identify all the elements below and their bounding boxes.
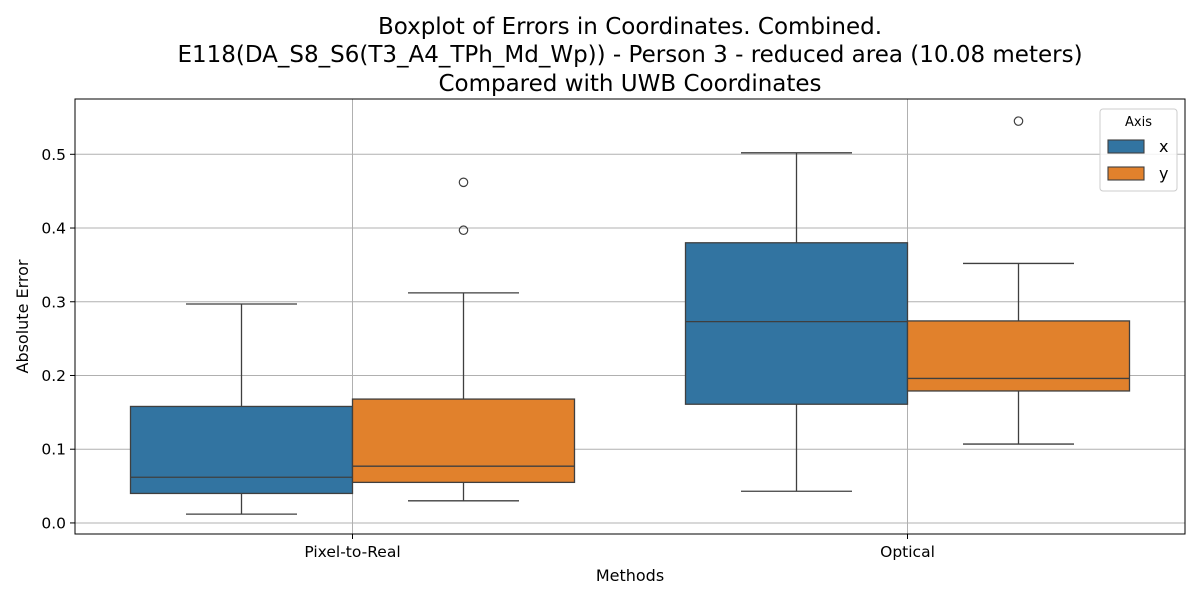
x-tick-label: Pixel-to-Real <box>304 543 400 561</box>
outlier-point <box>458 177 469 188</box>
legend-swatch-x <box>1107 139 1145 154</box>
x-axis: Pixel-to-Real Optical <box>304 534 935 561</box>
plot-frame <box>74 98 1186 535</box>
y-axis-label: Absolute Error <box>13 259 32 373</box>
legend-swatch-y <box>1107 166 1145 181</box>
box-iqr <box>351 398 576 484</box>
box-iqr <box>684 242 909 405</box>
box-x-optical <box>684 152 909 492</box>
x-axis-label: Methods <box>596 566 664 585</box>
legend-title: Axis <box>1125 115 1152 130</box>
y-tick-label: 0.2 <box>41 367 66 385</box>
box-iqr <box>129 405 354 495</box>
box-x-pixel-to-real <box>129 303 354 515</box>
legend-label-y: y <box>1159 164 1168 183</box>
legend-label-x: x <box>1159 137 1168 156</box>
outlier-point <box>1013 116 1024 126</box>
chart-title: Boxplot of Errors in Coordinates. Combin… <box>177 14 1082 97</box>
box-iqr <box>906 320 1131 392</box>
box-series <box>129 116 1131 515</box>
chart-title-line-3: Compared with UWB Coordinates <box>438 71 821 97</box>
box-y-pixel-to-real <box>351 177 576 502</box>
box-y-optical <box>906 116 1131 445</box>
chart-title-line-2: E118(DA_S8_S6(T3_A4_TPh_Md_Wp)) - Person… <box>177 42 1082 68</box>
y-axis: 0.0 0.1 0.2 0.3 0.4 0.5 <box>41 146 75 532</box>
y-tick-label: 0.5 <box>41 146 66 164</box>
outlier-point <box>458 225 469 236</box>
y-tick-label: 0.3 <box>41 293 66 311</box>
y-tick-label: 0.4 <box>41 220 66 238</box>
y-tick-label: 0.1 <box>41 441 66 459</box>
x-tick-label: Optical <box>880 543 935 561</box>
chart-title-line-1: Boxplot of Errors in Coordinates. Combin… <box>378 14 882 40</box>
y-tick-label: 0.0 <box>41 514 66 532</box>
